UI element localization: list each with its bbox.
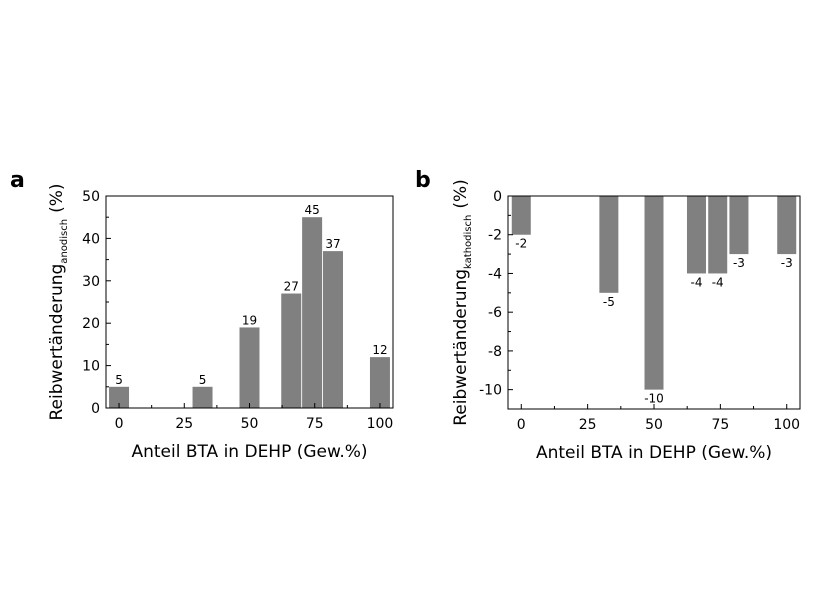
x-tick-label: 100 (773, 417, 800, 433)
x-tick-label: 25 (175, 416, 193, 432)
panel-a-anodic: a 5 5 19 27 45 37 12 0 10 20 30 40 50 0 25 50 75 100Anteil… (10, 168, 394, 462)
data-label: 19 (242, 313, 257, 327)
data-label: -3 (733, 256, 745, 270)
data-label: -4 (690, 275, 702, 289)
x-tick-label: 100 (367, 416, 394, 432)
x-tick-label: 0 (517, 417, 526, 433)
y-tick-label: -6 (488, 305, 502, 321)
bar (511, 196, 531, 235)
bar (302, 217, 323, 408)
data-label: 37 (325, 237, 340, 251)
y-tick-label: -8 (488, 344, 502, 360)
data-label: 5 (115, 373, 123, 387)
data-label: -10 (644, 392, 664, 406)
y-axis-title-main: Reibwertänderung (47, 264, 67, 421)
x-axis-title: Anteil BTA in DEHP (Gew.%) (536, 443, 772, 463)
bar (599, 196, 619, 293)
bar (729, 196, 749, 255)
y-tick-label: 0 (91, 401, 100, 417)
data-label: -3 (781, 256, 793, 270)
y-axis-title-main: Reibwertänderung (451, 269, 471, 426)
y-axis-title-sub: kathodisch (463, 215, 474, 269)
data-label: 5 (199, 373, 207, 387)
y-axis-title: Reibwertänderungkathodisch (%) (451, 179, 474, 426)
data-label: 12 (372, 343, 387, 357)
x-tick-label: 75 (711, 417, 729, 433)
y-tick-label: -2 (488, 228, 502, 244)
y-tick-label: 0 (493, 189, 502, 205)
x-axis-title: Anteil BTA in DEHP (Gew.%) (131, 442, 367, 462)
bar (281, 293, 302, 408)
panel-letter-b: b (415, 168, 431, 193)
bar (369, 357, 390, 408)
bar (777, 196, 797, 255)
bar (239, 327, 260, 408)
y-axis-title-unit: (%) (47, 184, 67, 213)
x-tick-label: 75 (306, 416, 324, 432)
x-tick-label: 50 (241, 416, 259, 432)
y-tick-label: 30 (82, 274, 100, 290)
y-axis-title-sub: anodisch (59, 219, 70, 264)
bar (644, 196, 664, 390)
panel-letter-a: a (10, 168, 25, 193)
bar (686, 196, 706, 274)
data-label: -4 (712, 275, 724, 289)
data-label: -2 (515, 237, 527, 251)
data-label: 27 (284, 280, 299, 294)
y-tick-label: 50 (82, 189, 100, 205)
bar (708, 196, 728, 274)
bar (322, 251, 343, 408)
y-axis-title: Reibwertänderunganodisch (%) (47, 184, 70, 421)
y-tick-label: -4 (488, 266, 502, 282)
data-label: 45 (304, 203, 319, 217)
y-tick-label: 10 (82, 359, 100, 375)
y-tick-label: 20 (82, 316, 100, 332)
panel-b-cathodic: b -2 -5 -10 -4 -4 -3 -3 0 -2 -4 -6 -8 -10 0 25 50 75 100An… (415, 168, 801, 463)
y-tick-label: 40 (82, 231, 100, 247)
x-tick-label: 50 (645, 417, 663, 433)
y-axis-title-unit: (%) (451, 179, 471, 208)
bar (192, 386, 213, 408)
bar (109, 386, 130, 408)
y-tick-label: -10 (479, 383, 502, 399)
x-tick-label: 0 (115, 416, 124, 432)
data-label: -5 (603, 295, 615, 309)
x-tick-label: 25 (579, 417, 597, 433)
